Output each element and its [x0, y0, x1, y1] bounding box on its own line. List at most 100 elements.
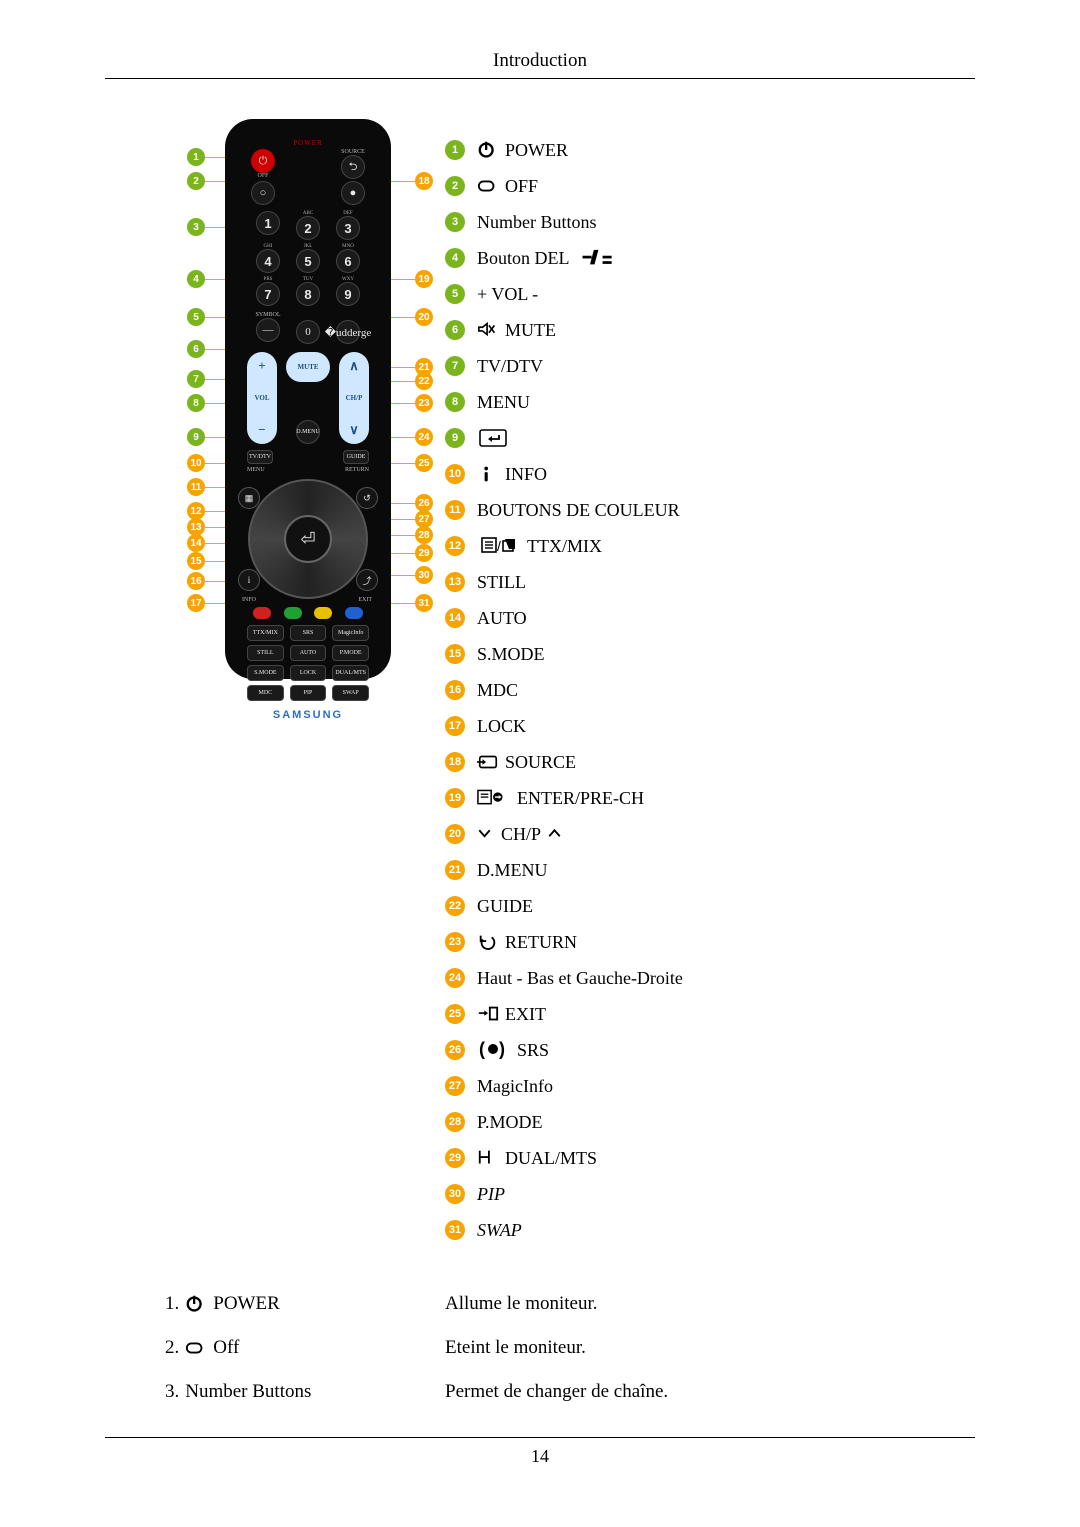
callout-badge-3: 3: [187, 218, 205, 236]
legend-item-25: 25 EXIT: [445, 1001, 975, 1027]
fn-smode-button[interactable]: S.MODE: [247, 665, 284, 681]
callout-badge-6: 6: [187, 340, 205, 358]
callout-badge-24: 24: [415, 428, 433, 446]
color-button-0[interactable]: [253, 607, 271, 619]
legend-item-28: 28 P.MODE: [445, 1109, 975, 1135]
chp-icon: [477, 825, 495, 843]
off-label: OFF: [251, 173, 275, 179]
fn-ttxmix-button[interactable]: TTX/MIX: [247, 625, 284, 641]
legend-item-22: 22 GUIDE: [445, 893, 975, 919]
num-5-button[interactable]: 5: [296, 249, 320, 273]
fn-magicinfo-button[interactable]: MagicInfo: [332, 625, 369, 641]
legend-item-24: 24 Haut - Bas et Gauche-Droite: [445, 965, 975, 991]
num-6-button[interactable]: 6: [336, 249, 360, 273]
legend-badge-12: 12: [445, 536, 465, 556]
legend-item-12: 12 TTX/MIX: [445, 533, 975, 559]
prech-button[interactable]: �udderge: [336, 320, 360, 344]
callout-badge-10: 10: [187, 454, 205, 472]
legend-badge-27: 27: [445, 1076, 465, 1096]
fn-pmode-button[interactable]: P.MODE: [332, 645, 369, 661]
dash-button[interactable]: —: [256, 318, 280, 342]
num-2-button[interactable]: 2: [296, 216, 320, 240]
legend-badge-21: 21: [445, 860, 465, 880]
off-icon: [477, 175, 499, 197]
legend-item-11: 11 BOUTONS DE COULEUR: [445, 497, 975, 523]
vol-rocker[interactable]: +VOL−: [247, 352, 277, 444]
ch-rocker[interactable]: ∧CH/P∨: [339, 352, 369, 444]
exit-button[interactable]: ⤴: [356, 569, 378, 591]
legend-badge-28: 28: [445, 1112, 465, 1132]
fn-srs-button[interactable]: SRS: [290, 625, 327, 641]
fn-dualmts-button[interactable]: DUAL/MTS: [332, 665, 369, 681]
legend-badge-2: 2: [445, 176, 465, 196]
color-button-1[interactable]: [284, 607, 302, 619]
num-1-button[interactable]: 1: [256, 211, 280, 235]
dpad[interactable]: ⏎ ▦ ↺ i ⤴ INFO EXIT: [248, 479, 368, 599]
legend-item-18: 18 SOURCE: [445, 749, 975, 775]
legend-item-21: 21 D.MENU: [445, 857, 975, 883]
legend-badge-11: 11: [445, 500, 465, 520]
legend-badge-1: 1: [445, 140, 465, 160]
fn-swap-button[interactable]: SWAP: [332, 685, 369, 701]
enter-button[interactable]: ⏎: [284, 515, 332, 563]
srs-icon: [477, 1039, 511, 1061]
callout-badge-25: 25: [415, 454, 433, 472]
enterbox-icon: [477, 427, 511, 449]
blank-button[interactable]: ●: [341, 181, 365, 205]
num-4-button[interactable]: 4: [256, 249, 280, 273]
num-3-button[interactable]: 3: [336, 216, 360, 240]
num-9-button[interactable]: 9: [336, 282, 360, 306]
legend-item-6: 6 MUTE: [445, 317, 975, 343]
legend-badge-22: 22: [445, 896, 465, 916]
legend-item-16: 16 MDC: [445, 677, 975, 703]
off-button[interactable]: ○: [251, 181, 275, 205]
legend-item-10: 10 INFO: [445, 461, 975, 487]
fn-mdc-button[interactable]: MDC: [247, 685, 284, 701]
callout-badge-29: 29: [415, 544, 433, 562]
return-button[interactable]: ↺: [356, 487, 378, 509]
fn-auto-button[interactable]: AUTO: [290, 645, 327, 661]
function-grid: TTX/MIX SRS MagicInfo STILL AUTO P.MODE S.MODE…: [247, 625, 369, 701]
color-button-2[interactable]: [314, 607, 332, 619]
legend-badge-23: 23: [445, 932, 465, 952]
dmenu-button[interactable]: D.MENU: [296, 420, 320, 444]
callout-badge-19: 19: [415, 270, 433, 288]
guide-button[interactable]: GUIDE: [343, 450, 369, 464]
legend-badge-20: 20: [445, 824, 465, 844]
callout-badge-31: 31: [415, 594, 433, 612]
legend-item-8: 8 MENU: [445, 389, 975, 415]
callout-badge-28: 28: [415, 526, 433, 544]
legend-badge-3: 3: [445, 212, 465, 232]
brand-label: SAMSUNG: [237, 709, 379, 721]
callout-badge-16: 16: [187, 572, 205, 590]
fn-pip-button[interactable]: PIP: [290, 685, 327, 701]
fn-lock-button[interactable]: LOCK: [290, 665, 327, 681]
source-icon: [477, 751, 499, 773]
number-pad: 1ABC2DEF3GHI4JKL5MNO6PRS7TUV8WXY9: [251, 211, 365, 306]
callout-badge-9: 9: [187, 428, 205, 446]
zero-button[interactable]: 0: [296, 320, 320, 344]
callout-badge-15: 15: [187, 552, 205, 570]
source-button[interactable]: ⮌: [341, 155, 365, 179]
color-button-3[interactable]: [345, 607, 363, 619]
fn-still-button[interactable]: STILL: [247, 645, 284, 661]
callout-badge-5: 5: [187, 308, 205, 326]
info-button[interactable]: i: [238, 569, 260, 591]
legend-item-9: 9: [445, 425, 975, 451]
legend-item-1: 1 POWER: [445, 137, 975, 163]
num-8-button[interactable]: 8: [296, 282, 320, 306]
description-list: 1.POWER Allume le moniteur. 2.Off Eteint…: [105, 1293, 975, 1403]
mute-icon: [477, 319, 499, 341]
power-button[interactable]: ⏻: [251, 149, 275, 173]
remote-body: POWER ⏻ OFF SOURCE ⮌ ○ ● 1ABC2DEF3GHI4JK…: [225, 119, 391, 679]
tvdtv-button[interactable]: TV/DTV: [247, 450, 273, 464]
legend-badge-14: 14: [445, 608, 465, 628]
callout-badge-14: 14: [187, 534, 205, 552]
num-7-button[interactable]: 7: [256, 282, 280, 306]
callout-badge-1: 1: [187, 148, 205, 166]
return-icon: [477, 931, 499, 953]
legend-item-19: 19 ENTER/PRE-CH: [445, 785, 975, 811]
mute-button[interactable]: MUTE: [286, 352, 330, 382]
off-icon: [185, 1337, 207, 1359]
menu-button[interactable]: ▦: [238, 487, 260, 509]
